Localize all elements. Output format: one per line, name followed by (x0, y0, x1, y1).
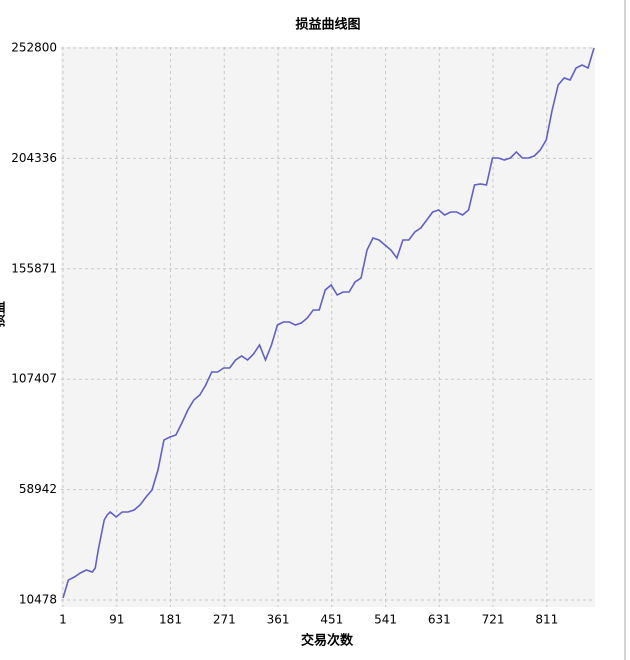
y-tick-label: 58942 (19, 482, 57, 496)
y-axis-title: 损益 (0, 301, 8, 327)
x-tick-label: 271 (213, 613, 236, 627)
x-tick-label: 1 (59, 613, 67, 627)
plot-area (61, 47, 595, 607)
y-tick-label: 204336 (11, 151, 57, 165)
data-line (62, 47, 595, 599)
x-axis-title: 交易次数 (301, 633, 354, 649)
y-tick-label: 252800 (11, 41, 57, 55)
chart-title: 损益曲线图 (295, 17, 360, 33)
x-tick-label: 811 (535, 613, 558, 627)
y-tick-label: 10478 (19, 593, 57, 607)
x-tick-label: 631 (428, 613, 451, 627)
x-tick-label: 91 (109, 613, 124, 627)
y-tick-label: 155871 (11, 261, 57, 275)
x-tick-label: 361 (267, 613, 290, 627)
x-tick-label: 721 (482, 613, 505, 627)
x-tick-label: 451 (320, 613, 343, 627)
x-tick-label: 181 (159, 613, 182, 627)
x-tick-label: 541 (374, 613, 397, 627)
y-tick-label: 107407 (11, 372, 57, 386)
